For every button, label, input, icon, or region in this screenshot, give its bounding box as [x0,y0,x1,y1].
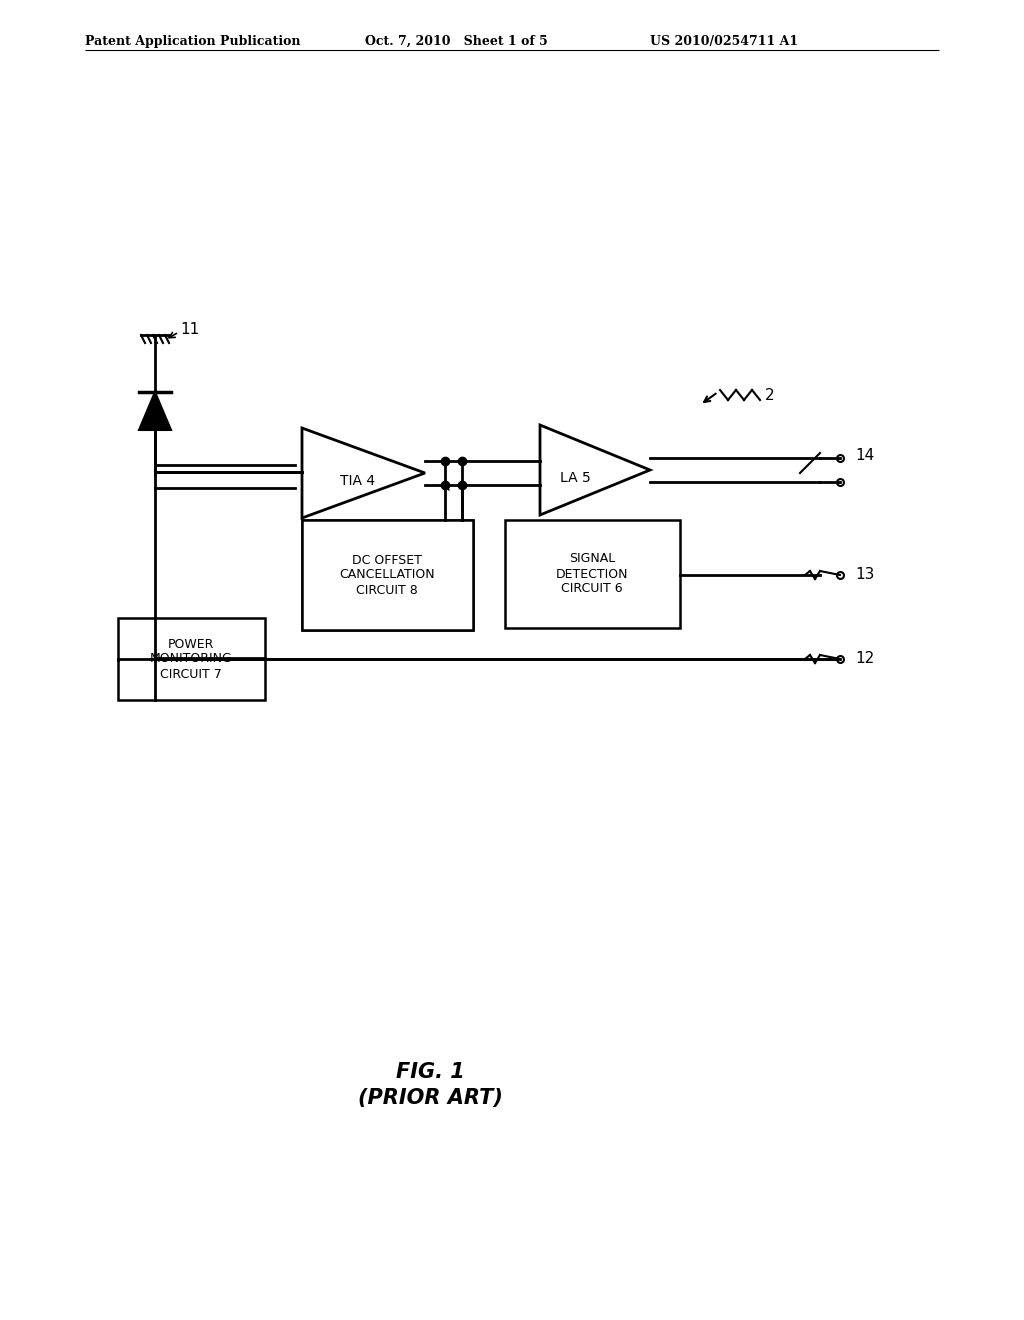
Text: Oct. 7, 2010   Sheet 1 of 5: Oct. 7, 2010 Sheet 1 of 5 [365,36,548,48]
Text: 12: 12 [855,651,874,667]
Text: SIGNAL
DETECTION
CIRCUIT 6: SIGNAL DETECTION CIRCUIT 6 [556,553,629,595]
Text: 13: 13 [855,568,874,582]
Text: US 2010/0254711 A1: US 2010/0254711 A1 [650,36,798,48]
Text: Patent Application Publication: Patent Application Publication [85,36,300,48]
Bar [118,618,265,700]
Text: DC OFFSET
CANCELLATION
CIRCUIT 8: DC OFFSET CANCELLATION CIRCUIT 8 [339,553,435,597]
Text: (PRIOR ART): (PRIOR ART) [357,1088,503,1107]
Polygon shape [302,428,425,517]
Text: TIA 4: TIA 4 [340,474,375,488]
Text: FIG. 1: FIG. 1 [395,1063,464,1082]
Polygon shape [139,392,171,430]
Text: 2: 2 [765,388,774,403]
Text: 11: 11 [180,322,200,338]
Bar [505,520,680,628]
Text: LA 5: LA 5 [560,471,591,484]
Bar [302,520,473,630]
Text: POWER
MONITORING
CIRCUIT 7: POWER MONITORING CIRCUIT 7 [150,638,232,681]
Polygon shape [540,425,650,515]
Bar [302,520,473,630]
Text: 14: 14 [855,447,874,463]
